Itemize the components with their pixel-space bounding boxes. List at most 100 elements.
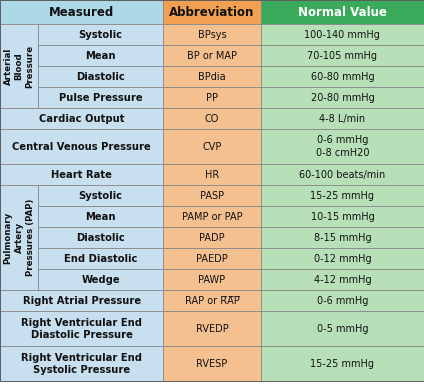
- Bar: [261, 129, 424, 164]
- Bar: [261, 227, 424, 248]
- Bar: [163, 24, 261, 45]
- Text: Central Venous Pressure: Central Venous Pressure: [12, 142, 151, 152]
- Text: Systolic: Systolic: [79, 30, 123, 40]
- Bar: [261, 24, 424, 45]
- Text: Arterial
Blood
Pressure: Arterial Blood Pressure: [3, 45, 35, 88]
- Bar: [163, 346, 261, 381]
- Text: 100-140 mmHg: 100-140 mmHg: [304, 30, 380, 40]
- Text: Normal Value: Normal Value: [298, 5, 387, 19]
- Bar: [163, 0, 261, 24]
- Bar: [0, 164, 163, 185]
- Text: 0-6 mmHg: 0-6 mmHg: [317, 296, 368, 306]
- Bar: [0, 346, 163, 381]
- Text: 60-80 mmHg: 60-80 mmHg: [310, 72, 374, 82]
- Bar: [38, 45, 163, 66]
- Text: Diastolic: Diastolic: [76, 72, 125, 82]
- Text: BPdia: BPdia: [198, 72, 226, 82]
- Text: CO: CO: [205, 114, 219, 124]
- Bar: [261, 164, 424, 185]
- Text: Mean: Mean: [86, 51, 116, 61]
- Bar: [261, 185, 424, 206]
- Bar: [163, 45, 261, 66]
- Text: PASP: PASP: [200, 191, 224, 201]
- Bar: [38, 66, 163, 87]
- Text: Abbreviation: Abbreviation: [169, 5, 255, 19]
- Bar: [38, 87, 163, 108]
- Text: PAMP or PAP: PAMP or PAP: [182, 212, 242, 222]
- Bar: [163, 227, 261, 248]
- Text: 10-15 mmHg: 10-15 mmHg: [310, 212, 374, 222]
- Bar: [261, 311, 424, 346]
- Text: 15-25 mmHg: 15-25 mmHg: [310, 359, 374, 369]
- Bar: [38, 269, 163, 290]
- Bar: [261, 269, 424, 290]
- Bar: [261, 290, 424, 311]
- Text: 0-6 mmHg
0-8 cmH20: 0-6 mmHg 0-8 cmH20: [315, 135, 369, 158]
- Text: 15-25 mmHg: 15-25 mmHg: [310, 191, 374, 201]
- Text: Wedge: Wedge: [81, 275, 120, 285]
- Bar: [38, 206, 163, 227]
- Bar: [163, 269, 261, 290]
- Text: 0-5 mmHg: 0-5 mmHg: [317, 324, 368, 334]
- Bar: [163, 66, 261, 87]
- Text: BP or MAP: BP or MAP: [187, 51, 237, 61]
- Text: PP: PP: [206, 93, 218, 103]
- Bar: [163, 108, 261, 129]
- Text: Pulse Pressure: Pulse Pressure: [59, 93, 142, 103]
- Bar: [163, 87, 261, 108]
- Bar: [0, 290, 163, 311]
- Bar: [163, 129, 261, 164]
- Bar: [163, 311, 261, 346]
- Text: Mean: Mean: [86, 212, 116, 222]
- Text: 0-12 mmHg: 0-12 mmHg: [314, 254, 371, 264]
- Bar: [163, 185, 261, 206]
- Text: 70-105 mmHg: 70-105 mmHg: [307, 51, 377, 61]
- Bar: [38, 248, 163, 269]
- Bar: [261, 87, 424, 108]
- Bar: [0, 108, 163, 129]
- Text: BPsys: BPsys: [198, 30, 226, 40]
- Text: 4-12 mmHg: 4-12 mmHg: [314, 275, 371, 285]
- Bar: [38, 227, 163, 248]
- Bar: [261, 45, 424, 66]
- Text: Heart Rate: Heart Rate: [51, 170, 112, 180]
- Bar: [261, 66, 424, 87]
- Text: RAP or R̅A̅P̅: RAP or R̅A̅P̅: [184, 296, 240, 306]
- Text: PAWP: PAWP: [198, 275, 226, 285]
- Bar: [163, 206, 261, 227]
- Text: Systolic: Systolic: [79, 191, 123, 201]
- Text: PAEDP: PAEDP: [196, 254, 228, 264]
- Text: Right Ventricular End
Diastolic Pressure: Right Ventricular End Diastolic Pressure: [21, 317, 142, 340]
- Text: 8-15 mmHg: 8-15 mmHg: [314, 233, 371, 243]
- Text: Cardiac Output: Cardiac Output: [39, 114, 124, 124]
- Bar: [261, 248, 424, 269]
- Bar: [163, 164, 261, 185]
- Text: 60-100 beats/min: 60-100 beats/min: [299, 170, 385, 180]
- Bar: [0, 0, 163, 24]
- Bar: [0, 185, 38, 290]
- Bar: [261, 346, 424, 381]
- Bar: [38, 185, 163, 206]
- Bar: [38, 24, 163, 45]
- Text: 4-8 L/min: 4-8 L/min: [319, 114, 365, 124]
- Text: End Diastolic: End Diastolic: [64, 254, 137, 264]
- Text: Pulmonary
Artery
Pressures (PAP): Pulmonary Artery Pressures (PAP): [3, 199, 35, 276]
- Bar: [0, 129, 163, 164]
- Bar: [163, 290, 261, 311]
- Text: Measured: Measured: [49, 5, 114, 19]
- Text: Right Atrial Pressure: Right Atrial Pressure: [22, 296, 141, 306]
- Bar: [261, 206, 424, 227]
- Text: RVESP: RVESP: [196, 359, 228, 369]
- Bar: [0, 24, 38, 108]
- Text: Diastolic: Diastolic: [76, 233, 125, 243]
- Text: Right Ventricular End
Systolic Pressure: Right Ventricular End Systolic Pressure: [21, 352, 142, 375]
- Bar: [0, 311, 163, 346]
- Text: HR: HR: [205, 170, 219, 180]
- Bar: [261, 108, 424, 129]
- Text: RVEDP: RVEDP: [195, 324, 229, 334]
- Text: CVP: CVP: [202, 142, 222, 152]
- Bar: [261, 0, 424, 24]
- Bar: [163, 248, 261, 269]
- Text: PADP: PADP: [199, 233, 225, 243]
- Text: 20-80 mmHg: 20-80 mmHg: [310, 93, 374, 103]
